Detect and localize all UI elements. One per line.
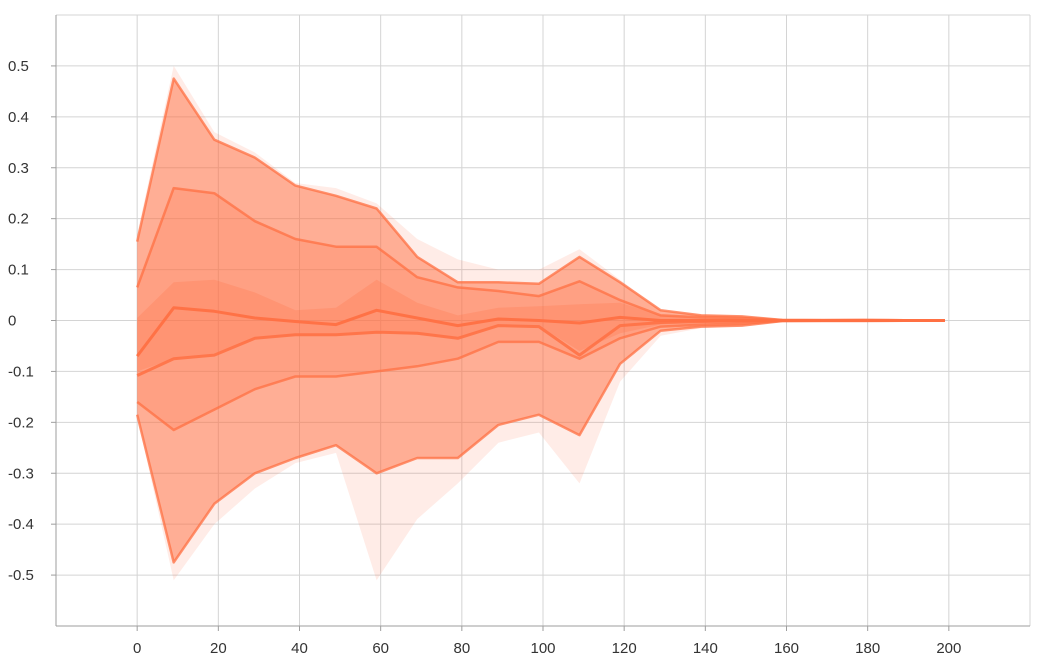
- y-axis-ticks: -0.5 -0.4 -0.3 -0.2 -0.1 0 0.1 0.2 0.3 0.4 0.5: [8, 58, 56, 584]
- y-tick-label: 0.3: [8, 160, 29, 177]
- x-tick-label: 0: [133, 640, 141, 657]
- x-axis-ticks: 0 20 40 60 80 100 120 140 160 180 200: [133, 626, 961, 657]
- series-lines: [135, 77, 945, 564]
- y-tick-label: -0.3: [8, 465, 34, 482]
- y-tick-label: 0.4: [8, 109, 29, 126]
- y-tick-label: 0: [8, 313, 16, 330]
- y-tick-label: 0.2: [8, 211, 29, 228]
- x-tick-label: 40: [291, 640, 308, 657]
- y-tick-label: -0.5: [8, 567, 34, 584]
- x-tick-label: 140: [693, 640, 718, 657]
- x-tick-label: 20: [210, 640, 227, 657]
- line-median: [136, 306, 945, 358]
- y-tick-label: 0.1: [8, 262, 29, 279]
- x-tick-label: 100: [530, 640, 555, 657]
- x-tick-label: 160: [774, 640, 799, 657]
- x-tick-label: 60: [372, 640, 389, 657]
- x-tick-label: 180: [855, 640, 880, 657]
- x-tick-label: 80: [453, 640, 470, 657]
- band-core: [137, 279, 945, 372]
- y-tick-label: -0.2: [8, 414, 34, 431]
- x-tick-label: 200: [936, 640, 961, 657]
- x-tick-label: 120: [612, 640, 637, 657]
- distribution-bands: [137, 65, 945, 581]
- y-tick-label: -0.4: [8, 516, 34, 533]
- y-tick-label: 0.5: [8, 58, 29, 75]
- band-inner: [137, 188, 945, 430]
- y-tick-label: -0.1: [8, 363, 34, 380]
